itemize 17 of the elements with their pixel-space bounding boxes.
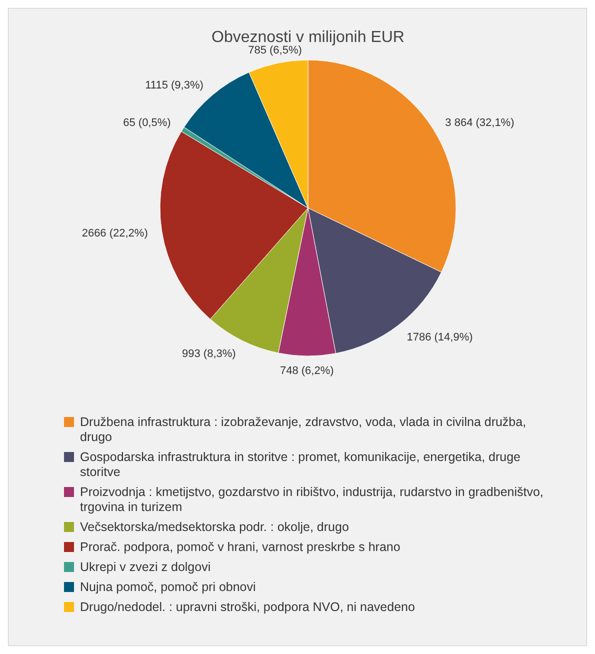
- data-label: 1115 (9,3%): [145, 79, 204, 92]
- legend-label: Drugo/nedodel. : upravni stroški, podpora NVO, ni navedeno: [80, 600, 415, 614]
- chart-title: Obveznosti v milijonih EUR: [212, 29, 404, 46]
- legend-label: Ukrepi v zvezi z dolgovi: [80, 560, 211, 574]
- legend-label: Prorač. podpora, pomoč v hrani, varnost preskrbe s hrano: [80, 540, 400, 554]
- data-label: 993 (8,3%): [182, 348, 236, 360]
- legend-label: Družbena infrastruktura : izobraževanje, zdravstvo, voda, vlada in civilna družba, drugo: [80, 415, 526, 444]
- data-label: 1786 (14,9%): [406, 331, 473, 344]
- data-label: 3 864 (32,1%): [445, 116, 514, 129]
- legend-label: Gospodarska infrastruktura in storitve : promet, komunikacije, energetika, druge storitve: [80, 450, 521, 479]
- data-label: 748 (6,2%): [280, 364, 334, 377]
- legend-label: Nujna pomoč, pomoč pri obnovi: [80, 580, 256, 594]
- data-label: 65 (0,5%): [123, 116, 171, 129]
- data-label: 2666 (22,2%): [82, 228, 148, 240]
- legend-label: Večsektorska/medsektorska podr. : okolje, drugo: [80, 520, 349, 534]
- legend-label: Proizvodnja : kmetijstvo, gozdarstvo in ribištvo, industrija, rudarstvo in gradbeništvo, trgovina in turizem: [80, 485, 544, 514]
- data-label: 785 (6,5%): [248, 44, 302, 56]
